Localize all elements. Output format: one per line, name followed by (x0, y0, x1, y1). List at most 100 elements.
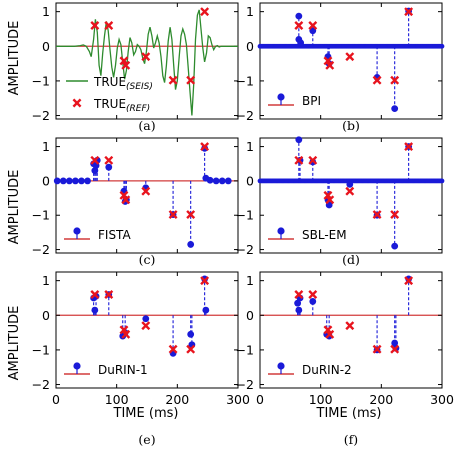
ytick-label: −1 (32, 208, 50, 223)
true-ref-marker (404, 7, 414, 17)
true-ref-marker (308, 290, 318, 299)
true-ref-marker-stroke2 (325, 60, 335, 70)
panel-caption: (c) (139, 252, 156, 267)
ytick-label: −2 (236, 242, 254, 257)
true-ref-marker (104, 21, 114, 30)
xtick-label: 300 (430, 392, 454, 407)
true-ref-marker-stroke2 (104, 155, 114, 165)
ytick-label: −2 (32, 242, 50, 257)
true-ref-marker (168, 210, 178, 220)
true-ref-marker (345, 52, 355, 62)
panel-e-frame (55, 271, 239, 389)
true-ref-marker-stroke2 (404, 276, 414, 286)
true-ref-marker-stroke2 (323, 325, 333, 335)
true-ref-marker-stroke2 (294, 21, 304, 30)
true-ref-marker-stroke2 (121, 329, 131, 339)
true-ref-marker-stroke2 (372, 75, 382, 85)
ytick-label: −1 (32, 73, 50, 88)
panel-d-frame (259, 137, 443, 254)
true-ref-marker-stroke2 (390, 210, 400, 220)
estimate-point (295, 136, 303, 144)
estimate-point (84, 177, 91, 185)
true-ref-marker-stroke2 (325, 195, 335, 205)
true-ref-marker-stroke2 (168, 75, 178, 85)
true-ref-marker (121, 329, 131, 339)
true-ref-marker-stroke2 (119, 190, 129, 200)
true-ref-marker (186, 344, 196, 354)
ylabel-row1: AMPLITUDE (7, 21, 22, 96)
true-ref-marker-stroke2 (308, 155, 318, 165)
true-ref-marker (294, 290, 304, 299)
true-ref-marker (372, 210, 382, 220)
ytick-label: 1 (42, 139, 50, 154)
xtick-label: 100 (309, 392, 333, 407)
ytick-label: 0 (246, 39, 254, 54)
legend-ref-marker-stroke2 (72, 98, 82, 108)
panel-c-frame (55, 137, 239, 254)
true-ref-marker (200, 7, 210, 17)
estimate-point (142, 315, 150, 323)
true-ref-marker (345, 186, 355, 196)
ytick-label: 1 (246, 4, 254, 19)
legend-seis-label: TRUE(SEIS) (93, 75, 153, 92)
ytick-label: −1 (32, 342, 50, 357)
estimate-point (309, 27, 317, 35)
true-ref-marker (104, 290, 114, 299)
legend-label: DuRIN-2 (302, 363, 352, 377)
true-ref-marker-stroke2 (90, 155, 100, 165)
ylabel-row3: AMPLITUDE (7, 306, 22, 381)
estimate-point (65, 177, 73, 185)
true-ref-marker (325, 195, 335, 205)
ytick-label: 1 (42, 273, 50, 288)
legend-ref-sub: (REF) (126, 104, 150, 114)
ytick-label: 0 (42, 173, 50, 188)
ytick-label: −2 (236, 108, 254, 123)
panel-caption: (f) (344, 432, 358, 447)
true-ref-marker-stroke2 (90, 290, 100, 299)
true-ref-marker (141, 186, 151, 196)
true-ref-marker (200, 142, 210, 152)
true-ref-marker (390, 210, 400, 220)
ytick-label: 0 (246, 308, 254, 323)
ytick-label: 0 (246, 173, 254, 188)
seis-trace (56, 9, 238, 116)
true-ref-marker-stroke2 (141, 52, 151, 62)
zero-stem-point (439, 43, 445, 49)
true-ref-marker-stroke2 (345, 186, 355, 196)
true-ref-marker-stroke2 (308, 21, 318, 30)
xtick-label: 200 (369, 392, 393, 407)
estimate-point (294, 299, 302, 307)
true-ref-marker (345, 321, 355, 331)
true-ref-marker-stroke2 (119, 325, 129, 335)
panel-f-frame (259, 271, 443, 389)
true-ref-marker (168, 75, 178, 85)
true-ref-marker (404, 142, 414, 152)
true-ref-marker-stroke2 (323, 190, 333, 200)
true-ref-marker (390, 75, 400, 85)
legend-ref-marker (72, 98, 82, 108)
panel-e: 10−1−20 100 200 300(e)DuRIN-1 (32, 271, 250, 447)
true-ref-marker-stroke2 (200, 276, 210, 286)
estimate-point (91, 306, 99, 314)
true-ref-marker-stroke2 (104, 21, 114, 30)
true-ref-marker-stroke2 (390, 75, 400, 85)
estimate-point (59, 177, 67, 185)
estimate-point (187, 330, 195, 338)
panel-f: 10−1−20 100 200 300(f)DuRIN-2 (236, 271, 454, 447)
true-ref-marker-stroke2 (186, 344, 196, 354)
ytick-label: −2 (236, 377, 254, 392)
true-ref-marker-stroke2 (345, 52, 355, 62)
panel-a: 1 0 −1 −2 (a) TRUE(SEIS) TRUE(REF) (32, 2, 239, 133)
true-ref-marker-stroke2 (121, 60, 131, 70)
true-ref-marker-stroke2 (323, 56, 333, 66)
ytick-label: 1 (246, 139, 254, 154)
estimate-point (78, 177, 85, 185)
panel-b: 1 0 −1 −2 (b) BPI (236, 2, 445, 133)
xtick-label: 0 (52, 392, 60, 407)
true-ref-marker-stroke2 (121, 195, 131, 205)
true-ref-marker (186, 210, 196, 220)
true-ref-marker-stroke2 (308, 290, 318, 299)
true-ref-marker-stroke2 (141, 321, 151, 331)
ylabel-row2: AMPLITUDE (7, 170, 22, 245)
